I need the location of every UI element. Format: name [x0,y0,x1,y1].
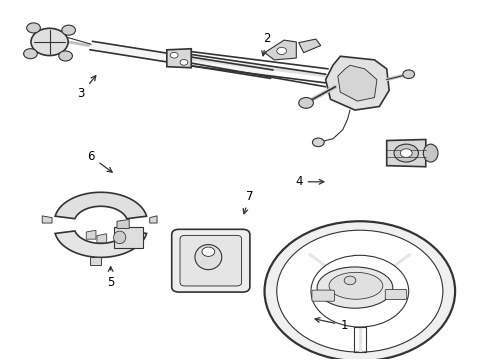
Circle shape [26,23,40,33]
Text: 4: 4 [295,175,324,188]
Circle shape [311,255,409,327]
Circle shape [202,247,215,256]
Text: 2: 2 [262,32,271,56]
Circle shape [170,52,178,58]
Circle shape [299,98,314,108]
Polygon shape [55,192,147,219]
Polygon shape [86,230,96,239]
Circle shape [344,276,356,285]
Ellipse shape [195,244,222,270]
FancyBboxPatch shape [312,290,334,301]
Ellipse shape [114,231,126,244]
Text: 7: 7 [243,190,254,214]
Polygon shape [387,139,426,167]
Polygon shape [117,220,129,228]
Ellipse shape [423,144,438,162]
Circle shape [403,70,415,78]
Text: 5: 5 [107,267,114,289]
Circle shape [62,25,75,35]
Circle shape [59,51,73,61]
Ellipse shape [317,267,393,308]
Polygon shape [42,216,52,223]
Ellipse shape [329,273,383,299]
Polygon shape [90,41,273,78]
Polygon shape [167,49,191,68]
Circle shape [277,47,287,54]
Circle shape [180,59,188,65]
Polygon shape [114,226,143,248]
Text: 3: 3 [77,76,96,100]
Circle shape [265,221,455,360]
Polygon shape [326,56,389,110]
Polygon shape [55,231,147,257]
Circle shape [277,230,443,352]
Circle shape [394,144,418,162]
Polygon shape [299,39,321,53]
Polygon shape [265,40,296,60]
Polygon shape [338,65,377,101]
FancyBboxPatch shape [180,235,242,286]
FancyBboxPatch shape [385,289,407,300]
Circle shape [24,49,37,59]
Text: 6: 6 [87,150,112,172]
Polygon shape [150,216,157,223]
Circle shape [31,28,68,55]
Text: 1: 1 [315,318,348,332]
FancyBboxPatch shape [172,229,250,292]
Circle shape [313,138,324,147]
Circle shape [400,149,412,157]
Polygon shape [97,234,107,243]
Polygon shape [90,257,101,265]
